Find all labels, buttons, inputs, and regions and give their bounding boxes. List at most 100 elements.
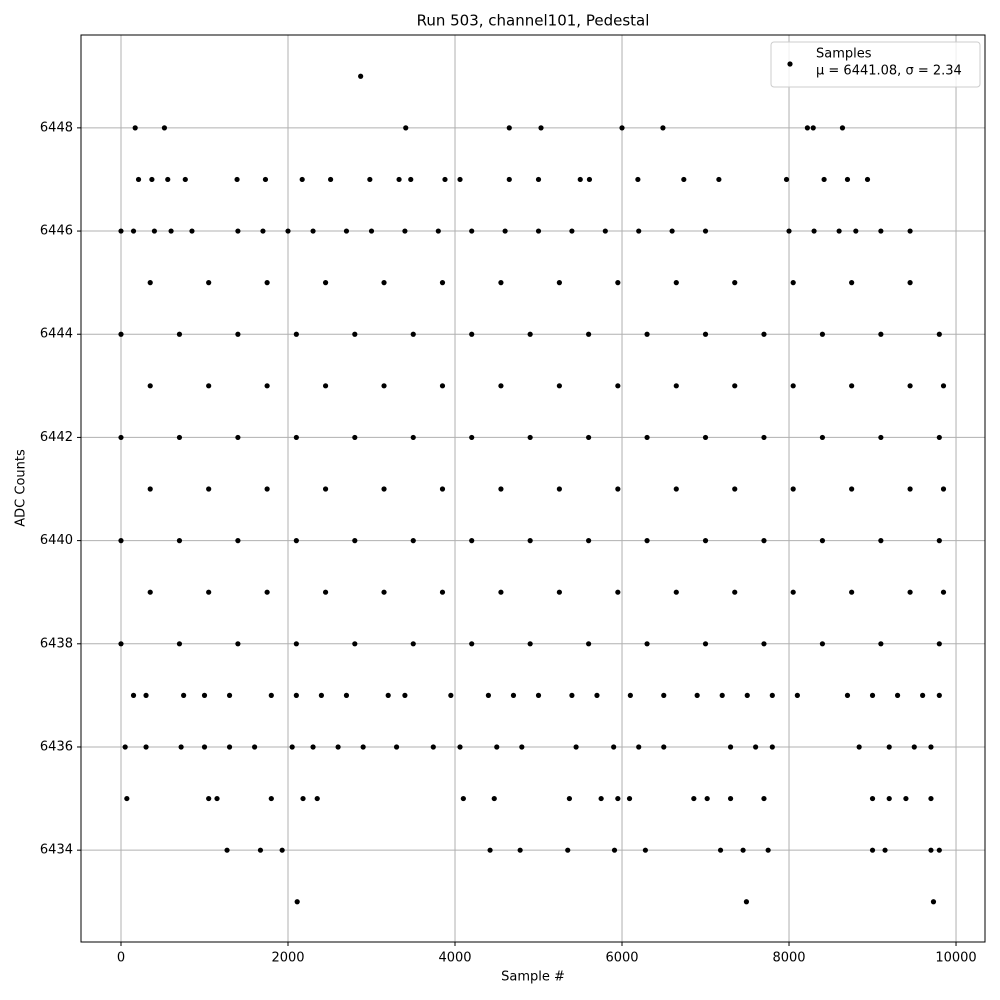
point [761,434,767,441]
point [201,692,208,698]
point [161,125,168,131]
point [235,331,241,337]
point [732,486,738,492]
point [586,331,592,337]
point [235,641,241,647]
point [681,176,687,183]
point [491,795,497,802]
point [644,434,650,441]
point [702,641,709,647]
point [894,692,901,698]
point [367,176,373,183]
point [732,280,738,286]
point [264,383,270,389]
chart-title: Run 503, channel101, Pedestal [417,12,650,30]
point [844,176,851,183]
point [878,228,884,234]
point [322,486,329,492]
point [343,692,350,698]
point [527,331,533,337]
point [285,228,291,234]
point [385,692,391,698]
point [615,280,621,286]
point [352,434,358,441]
point [352,538,358,544]
point [928,744,934,750]
y-tick-label: 6446 [40,224,73,239]
point [310,744,316,750]
y-tick-label: 6442 [40,430,73,445]
point [810,125,816,131]
point [732,589,738,595]
point [300,795,306,802]
point [577,176,583,183]
point [886,744,892,750]
point [886,795,892,802]
point [535,176,542,183]
point [594,692,600,698]
point [566,795,573,802]
legend: Samples μ = 6441.08, σ = 2.34 [770,41,981,88]
point [457,744,463,750]
point [907,589,913,595]
point [761,538,767,544]
point [226,744,233,750]
point [769,692,775,698]
point [907,228,913,234]
point [598,795,604,802]
point [878,434,884,441]
point [176,331,183,337]
point [176,538,183,544]
point [439,383,446,389]
point [790,486,796,492]
point [118,538,124,544]
point [439,280,446,286]
point [716,176,722,183]
point [911,744,917,750]
point [761,641,767,647]
point [264,486,270,492]
point [615,383,621,389]
point [702,331,709,337]
point [936,538,942,544]
point [569,228,575,234]
point [556,486,562,492]
point [130,692,137,698]
point [556,280,562,286]
point [322,280,329,286]
point [460,795,466,802]
point [268,795,274,802]
point [769,744,775,750]
point [234,176,240,183]
legend-marker [787,61,793,67]
point [615,589,621,595]
point [147,486,153,492]
point [765,847,771,853]
point [396,176,402,183]
point [299,176,305,183]
point [928,847,934,853]
point [469,538,475,544]
point [143,744,149,750]
point [257,847,264,853]
point [178,744,184,750]
point [262,176,269,183]
point [469,228,475,234]
point [535,228,542,234]
point [206,795,212,802]
point [790,280,796,286]
point [527,538,533,544]
point [527,434,533,441]
point [293,641,299,647]
point [761,331,767,337]
point [235,434,241,441]
point [214,795,220,802]
point [289,744,295,750]
point [691,795,697,802]
point [744,692,750,698]
point [569,692,575,698]
point [538,125,544,131]
x-tick-label: 0 [117,951,125,966]
point [485,692,492,698]
point [907,280,913,286]
